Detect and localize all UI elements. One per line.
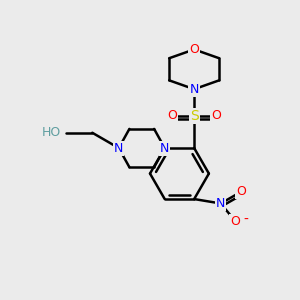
Text: -: -	[243, 213, 248, 227]
Text: O: O	[189, 43, 199, 56]
Text: O: O	[236, 185, 246, 198]
Text: N: N	[160, 142, 169, 154]
Text: HO: HO	[42, 126, 62, 139]
Text: N: N	[114, 142, 124, 154]
Text: S: S	[190, 109, 199, 123]
Text: O: O	[230, 214, 240, 228]
Text: O: O	[211, 109, 221, 122]
Text: N: N	[216, 197, 225, 210]
Text: O: O	[167, 109, 177, 122]
Text: N: N	[190, 83, 199, 96]
